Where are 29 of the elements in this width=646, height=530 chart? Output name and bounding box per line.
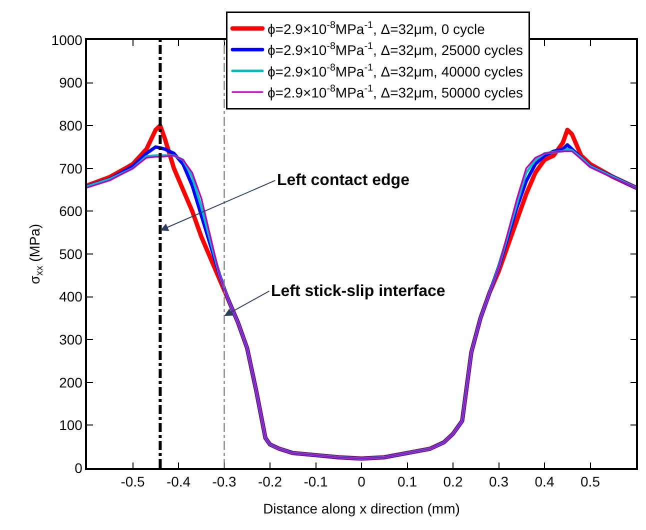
y-tick-label: 600 xyxy=(59,203,83,220)
y-tick-label: 800 xyxy=(59,118,83,134)
y-tick-label: 0 xyxy=(74,460,83,476)
y-tick-label: 400 xyxy=(59,288,83,305)
y-tick-label: 300 xyxy=(59,332,83,348)
legend-label: ϕ=2.9×10$^{-8}$MPa$^{-1}$, Δ=32μm, 40000 cycles xyxy=(267,62,524,80)
x-tick-label: 0.3 xyxy=(489,474,509,490)
y-tick-label: 700 xyxy=(59,160,83,176)
x-tick-label: 0.2 xyxy=(443,474,463,490)
x-axis-title: Distance along x direction (mm) xyxy=(263,500,460,516)
y-tick-label: 900 xyxy=(59,74,83,91)
x-tick-label: -0.1 xyxy=(304,474,328,490)
legend-label: ϕ=2.9×10$^{-8}$MPa$^{-1}$, Δ=32μm, 25000 cycles xyxy=(267,41,524,58)
legend-label: ϕ=2.9×10$^{-8}$MPa$^{-1}$, Δ=32μm, 50000 cycles xyxy=(267,84,524,100)
x-tick-label: -0.4 xyxy=(166,474,191,490)
annotation: Left contact edge xyxy=(277,172,410,189)
x-tick-label: -0.5 xyxy=(120,474,146,490)
x-tick-label: -0.2 xyxy=(258,474,282,490)
x-tick-label: 0.4 xyxy=(534,474,554,490)
annotation: Left stick-slip interface xyxy=(271,283,446,300)
y-tick-label: 100 xyxy=(59,417,83,434)
x-tick-label: 0.1 xyxy=(398,474,418,490)
x-tick-label: 0.5 xyxy=(580,474,600,490)
x-tick-label: -0.3 xyxy=(212,474,237,490)
y-tick-label: 1000 xyxy=(51,32,83,48)
y-tick-label: 500 xyxy=(59,246,83,262)
legend-label: ϕ=2.9×10$^{-8}$MPa$^{-1}$, Δ=32μm, 0 cycle xyxy=(267,20,486,37)
y-tick-label: 200 xyxy=(59,374,83,390)
x-tick-label: 0 xyxy=(358,474,366,490)
